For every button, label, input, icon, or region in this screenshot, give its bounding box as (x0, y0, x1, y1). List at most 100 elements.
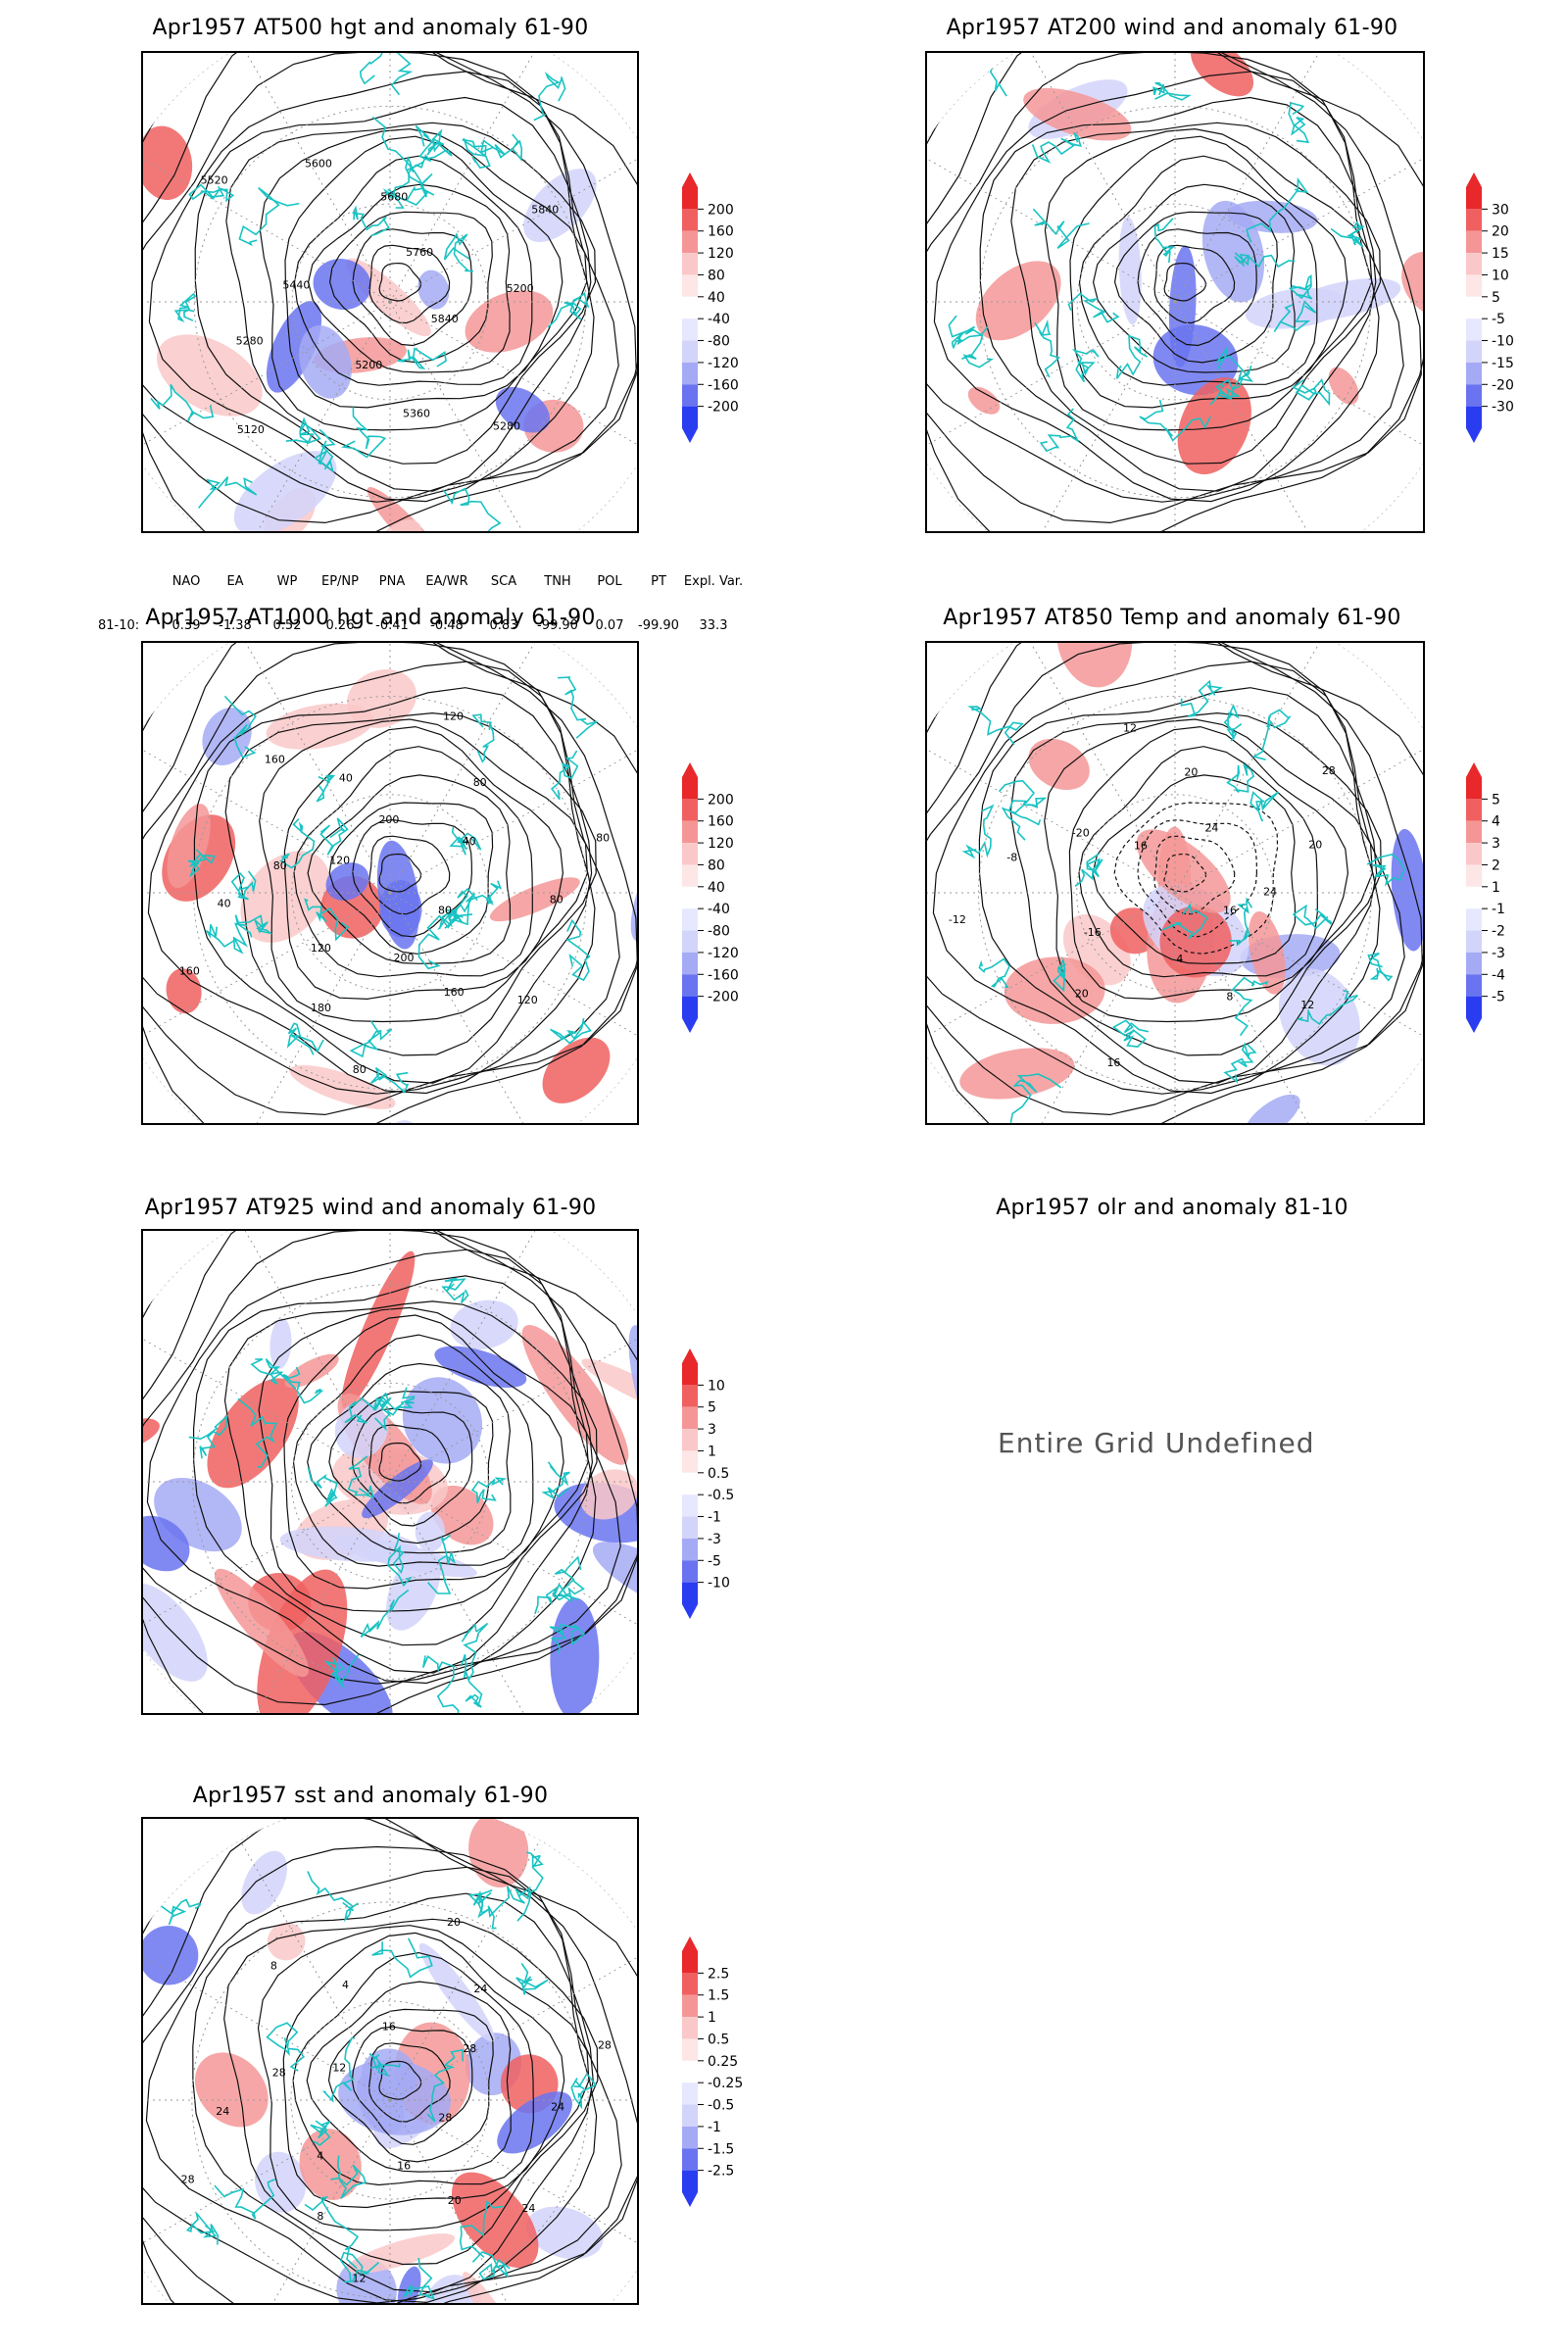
colorbar-label: 4 (1492, 814, 1500, 830)
negative-anomaly-area (523, 169, 597, 243)
index-value: 0.07 (595, 618, 624, 633)
contour-line (283, 725, 564, 1001)
coastline (155, 1898, 202, 1926)
contour-label: 120 (517, 994, 538, 1006)
contour-line (292, 1334, 534, 1567)
colorbar-bottom-arrow (682, 1018, 698, 1033)
contour-line (327, 2008, 494, 2163)
coastline (173, 292, 197, 322)
positive-anomaly-area (143, 1418, 160, 1451)
contour-label: 28 (463, 2042, 476, 2055)
contour-label: 5840 (531, 203, 559, 216)
contour-label: 24 (521, 2202, 535, 2215)
negative-anomaly-area (402, 1377, 483, 1464)
coastline (314, 428, 336, 473)
colorbar-segment (682, 2082, 698, 2105)
coastline (1034, 318, 1061, 378)
index-row-label: 81-10: (98, 618, 140, 633)
colorbar-segment (1466, 362, 1482, 385)
contour-line (1092, 183, 1296, 373)
contour-line (223, 1918, 599, 2266)
colorbar-label: -160 (708, 377, 739, 393)
negative-anomaly-area (434, 1346, 527, 1388)
contour-label: 12 (1300, 999, 1314, 1011)
colorbar-segment (682, 952, 698, 975)
colorbar-segment (682, 930, 698, 953)
negative-anomaly-area (255, 2151, 307, 2213)
latitude-circle (977, 695, 1373, 1091)
colorbar-top-arrow (1466, 762, 1482, 777)
coastline (547, 292, 590, 328)
colorbar-segment (1466, 952, 1482, 975)
positive-anomaly-area (166, 968, 202, 1014)
colorbar-segment (1466, 318, 1482, 341)
contour-line (927, 53, 1423, 531)
colorbar-segment (682, 1951, 698, 1974)
coastline (479, 133, 523, 162)
latitude-circle (291, 794, 489, 992)
coastline (286, 1022, 324, 1055)
coastline (1223, 1042, 1257, 1084)
colorbar-segment (1466, 930, 1482, 953)
coastline (427, 1534, 457, 1594)
positive-anomaly-area (143, 125, 193, 201)
contour-line (932, 661, 1381, 1095)
coastline (415, 124, 453, 161)
coastline (1074, 853, 1103, 887)
meridian-line (1174, 892, 1423, 1043)
contour-line (378, 262, 421, 302)
colorbar-segment (682, 1994, 698, 2018)
contour-label: 5840 (431, 313, 459, 325)
contour-line (307, 183, 511, 373)
colorbar-label: 5 (1492, 792, 1500, 808)
contour-line (192, 1275, 594, 1674)
positive-anomaly-area (347, 669, 417, 728)
colorbar-label: 2.5 (708, 1966, 729, 1982)
index-header: POL (597, 574, 622, 589)
coastline (1330, 220, 1364, 248)
meridian-line (143, 301, 391, 451)
positive-anomaly-area (1056, 643, 1133, 688)
coastline (459, 2199, 504, 2258)
coastline (570, 2072, 598, 2110)
coastline (1071, 349, 1100, 383)
map-disk (927, 53, 1423, 531)
coastline (214, 2179, 276, 2220)
contour-label: 5200 (507, 282, 534, 295)
contour-label: 16 (382, 2020, 396, 2033)
colorbar-segment (1466, 209, 1482, 231)
coastline (460, 1653, 483, 1708)
colorbar-segment (1466, 974, 1482, 997)
latitude-circle (192, 1284, 588, 1680)
colorbar-segment (682, 974, 698, 997)
map-850temp: 16 12 8 4 16 20 -16 -12 -8 -20 16 12 20 24 28 20 24 (925, 641, 1425, 1125)
coastline (323, 1653, 360, 1689)
coastline (1273, 300, 1317, 333)
contour-line (143, 1231, 621, 1685)
colorbar-segment (682, 384, 698, 407)
contour-line (368, 244, 451, 324)
meridian-line (241, 53, 391, 303)
colorbar-label: -1.5 (708, 2141, 734, 2157)
contour-line (1078, 746, 1318, 978)
title-925wind: Apr1957 AT925 wind and anomaly 61-90 (144, 1196, 597, 1220)
coastline (565, 918, 591, 982)
contour-line (306, 1981, 512, 2173)
latitude-circle (290, 2000, 490, 2200)
colorbar-label: 2 (1492, 858, 1500, 873)
contour-label: 8 (270, 1960, 277, 1973)
contour-label: 5280 (493, 419, 520, 432)
contour-line (979, 96, 1377, 492)
colorbar-segment (682, 1538, 698, 1561)
positive-anomaly-area (967, 386, 1001, 415)
positive-anomaly-area (267, 1922, 306, 1961)
coastline (238, 186, 300, 247)
meridian-line (1026, 53, 1176, 303)
coastline (550, 1017, 592, 1045)
negative-anomaly-area (336, 2258, 397, 2303)
colorbar-label: -5 (1492, 990, 1505, 1005)
contour-label: 4 (317, 2150, 323, 2163)
coastline (1039, 408, 1080, 453)
negative-anomaly-area (1201, 200, 1265, 303)
contour-line (143, 1231, 637, 1706)
